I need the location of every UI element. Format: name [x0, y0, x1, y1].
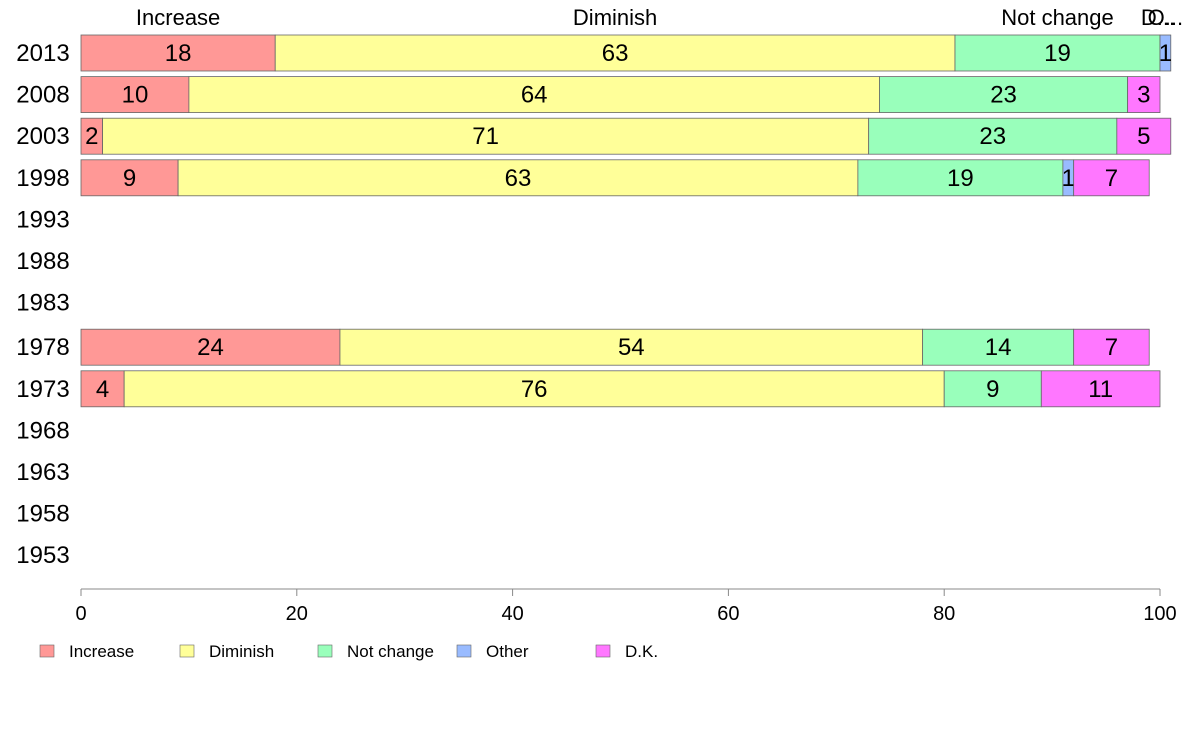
bar-segment — [188, 76, 880, 113]
bar-segment — [1127, 76, 1161, 113]
category-label: 1953 — [16, 542, 69, 569]
bar-segment — [857, 159, 1064, 197]
legend-swatch — [39, 644, 55, 658]
column-header-label: O... — [1148, 5, 1183, 30]
data-label: 18 — [165, 40, 192, 67]
bar-segment — [80, 34, 276, 72]
category-label: 2003 — [16, 123, 69, 150]
category-label: 1993 — [16, 206, 69, 233]
bar-segment — [339, 328, 924, 366]
bar-segment — [879, 76, 1129, 113]
legend-label: Increase — [69, 642, 134, 661]
legend-label: Other — [486, 642, 529, 661]
data-label: 71 — [472, 123, 499, 150]
bar-segment — [1073, 328, 1150, 366]
legend-swatch — [456, 644, 472, 658]
legend-label: D.K. — [625, 642, 658, 661]
category-label: 1988 — [16, 248, 69, 275]
data-label: 19 — [1044, 40, 1071, 67]
category-label: 1963 — [16, 459, 69, 486]
data-label: 63 — [602, 40, 629, 67]
data-label: 63 — [505, 165, 532, 192]
bar-segment — [1116, 117, 1172, 155]
data-label: 24 — [197, 334, 224, 361]
column-header-label: Diminish — [573, 5, 657, 30]
bar-segment — [922, 328, 1075, 366]
legend-label: Diminish — [209, 642, 274, 661]
bar-segment — [177, 159, 859, 197]
x-tick-label: 0 — [75, 603, 86, 625]
category-label: 1958 — [16, 501, 69, 528]
legend-label: Not change — [347, 642, 434, 661]
data-label: 14 — [985, 334, 1012, 361]
bar-segment — [80, 370, 125, 408]
data-label: 1 — [1159, 40, 1172, 67]
column-header-label: Not change — [1001, 5, 1114, 30]
legend-swatch — [317, 644, 333, 658]
data-label: 2 — [85, 123, 98, 150]
x-tick-label: 100 — [1143, 603, 1176, 625]
category-label: 1978 — [16, 334, 69, 361]
data-label: 19 — [947, 165, 974, 192]
data-label: 23 — [979, 123, 1006, 150]
column-header-label: Increase — [136, 5, 220, 30]
data-label: 76 — [521, 376, 548, 403]
bar-segment — [274, 34, 956, 72]
data-label: 3 — [1137, 82, 1150, 109]
data-label: 5 — [1137, 123, 1150, 150]
data-label: 7 — [1105, 165, 1118, 192]
data-label: 10 — [122, 82, 149, 109]
bar-segment — [1159, 34, 1172, 72]
data-label: 9 — [123, 165, 136, 192]
category-label: 2008 — [16, 82, 69, 109]
column-header-label: D... — [1141, 5, 1175, 30]
category-label: 1973 — [16, 376, 69, 403]
bar-segment — [80, 76, 190, 113]
bar-segment — [1073, 159, 1150, 197]
category-label: 1998 — [16, 165, 69, 192]
data-label: 11 — [1088, 376, 1113, 403]
category-label: 1968 — [16, 417, 69, 444]
data-label: 4 — [96, 376, 109, 403]
x-tick-label: 80 — [933, 603, 955, 625]
category-label: 2013 — [16, 40, 69, 67]
data-label: 54 — [618, 334, 645, 361]
x-tick-label: 40 — [501, 603, 523, 625]
legend-swatch — [179, 644, 195, 658]
bar-segment — [943, 370, 1042, 408]
data-label: 7 — [1105, 334, 1118, 361]
data-label: 1 — [1062, 165, 1075, 192]
bar-segment — [102, 117, 870, 155]
bar-segment — [1040, 370, 1161, 408]
data-label: 23 — [990, 82, 1017, 109]
bar-segment — [80, 159, 179, 197]
bar-segment — [954, 34, 1161, 72]
data-label: 64 — [521, 82, 548, 109]
x-tick-label: 60 — [717, 603, 739, 625]
data-label: 9 — [986, 376, 999, 403]
category-label: 1983 — [16, 290, 69, 317]
legend-swatch — [595, 644, 611, 658]
bar-segment — [80, 328, 341, 366]
bar-segment — [123, 370, 945, 408]
x-tick-label: 20 — [286, 603, 308, 625]
